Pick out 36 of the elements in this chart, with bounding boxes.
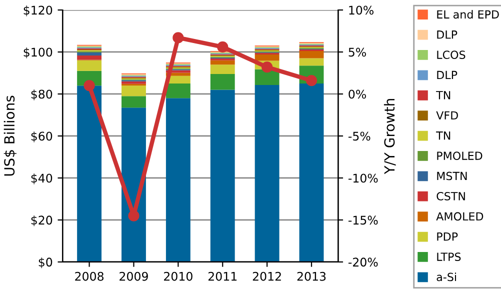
legend-label: TN xyxy=(436,91,450,100)
legend-label: LCOS xyxy=(437,50,466,59)
y-tick-label: $100 xyxy=(24,48,52,58)
y2-tick-label: -15% xyxy=(348,216,378,225)
legend-label: DLP xyxy=(437,30,458,39)
y2-tick-label: -10% xyxy=(348,174,378,183)
y2-axis-title: Y/Y Growth xyxy=(384,98,396,174)
y-tick-label: $120 xyxy=(24,6,52,16)
legend-label: LTPS xyxy=(437,252,461,261)
legend-label: MSTN xyxy=(437,172,467,180)
y2-tick-label: -5% xyxy=(348,132,370,141)
x-tick-label: 2008 xyxy=(75,272,104,281)
x-tick-label: 2013 xyxy=(297,272,326,281)
y-tick-label: $20 xyxy=(31,215,52,226)
legend-label: AMOLED xyxy=(436,212,484,221)
legend-label: a-Si xyxy=(436,272,456,282)
y-tick-label: $80 xyxy=(31,89,52,100)
y2-tick-label: 0% xyxy=(348,90,366,99)
x-tick-label: 2012 xyxy=(252,272,281,281)
y-tick-label: $60 xyxy=(31,131,52,142)
y2-tick-label: 5% xyxy=(348,48,366,57)
legend-label: PDP xyxy=(437,232,458,241)
y-tick-label: $40 xyxy=(31,173,52,184)
y-tick-label: $0 xyxy=(38,257,52,268)
legend-label: PMOLED xyxy=(437,152,482,160)
x-tick-label: 2010 xyxy=(164,272,192,281)
y-axis-title: US$ Billions xyxy=(4,96,16,176)
legend-label: VFD xyxy=(436,111,458,120)
y2-tick-label: 10% xyxy=(349,6,374,15)
y2-tick-label: -20% xyxy=(348,258,378,267)
legend-label: TN xyxy=(436,132,450,140)
legend-label: EL and EPD xyxy=(437,10,499,19)
legend-label: DLP xyxy=(437,70,458,80)
legend-label: CSTN xyxy=(436,192,465,200)
x-tick-label: 2011 xyxy=(208,272,237,281)
x-tick-label: 2009 xyxy=(120,272,148,281)
